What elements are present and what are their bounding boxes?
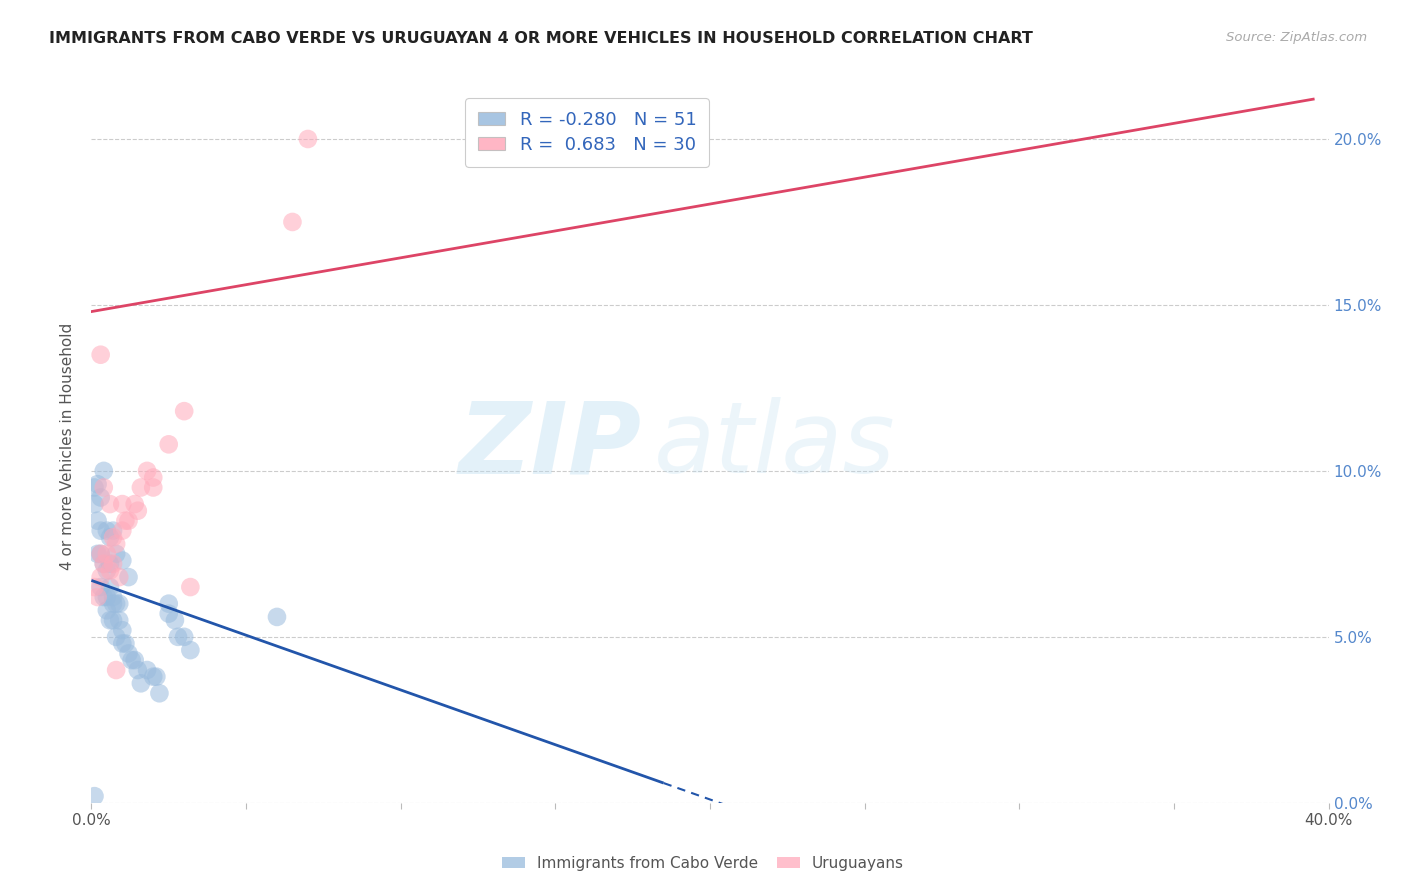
Text: IMMIGRANTS FROM CABO VERDE VS URUGUAYAN 4 OR MORE VEHICLES IN HOUSEHOLD CORRELAT: IMMIGRANTS FROM CABO VERDE VS URUGUAYAN … [49, 31, 1033, 46]
Point [167, 630, 190, 644]
Point [111, 624, 134, 638]
Point [114, 636, 136, 650]
Point [179, 580, 201, 594]
Point [90, 570, 112, 584]
Point [157, 607, 180, 621]
Point [117, 514, 139, 528]
Point [96, 603, 118, 617]
Point [142, 670, 165, 684]
Point [111, 553, 134, 567]
Point [157, 597, 180, 611]
Point [93, 481, 115, 495]
Point [90, 547, 112, 561]
Point [136, 663, 159, 677]
Point [98, 530, 121, 544]
Point [101, 590, 124, 604]
Point [157, 437, 180, 451]
Point [83, 580, 105, 594]
Point [101, 597, 124, 611]
Point [179, 643, 201, 657]
Point [93, 557, 115, 571]
Legend: Immigrants from Cabo Verde, Uruguayans: Immigrants from Cabo Verde, Uruguayans [496, 850, 910, 877]
Point [173, 404, 195, 418]
Point [111, 497, 134, 511]
Point [114, 514, 136, 528]
Point [108, 597, 131, 611]
Point [90, 491, 112, 505]
Point [127, 663, 149, 677]
Point [96, 524, 118, 538]
Point [266, 610, 288, 624]
Point [111, 636, 134, 650]
Point [117, 647, 139, 661]
Point [129, 481, 152, 495]
Point [142, 470, 165, 484]
Point [98, 613, 121, 627]
Point [117, 570, 139, 584]
Point [93, 590, 115, 604]
Point [101, 613, 124, 627]
Point [83, 481, 105, 495]
Point [96, 564, 118, 578]
Point [129, 676, 152, 690]
Point [127, 504, 149, 518]
Point [101, 557, 124, 571]
Y-axis label: 4 or more Vehicles in Household: 4 or more Vehicles in Household [60, 322, 76, 570]
Point [101, 524, 124, 538]
Legend: R = -0.280   N = 51, R =  0.683   N = 30: R = -0.280 N = 51, R = 0.683 N = 30 [465, 98, 709, 167]
Point [105, 663, 128, 677]
Point [108, 570, 131, 584]
Point [83, 789, 105, 804]
Point [90, 580, 112, 594]
Text: ZIP: ZIP [458, 398, 643, 494]
Point [163, 613, 186, 627]
Text: Source: ZipAtlas.com: Source: ZipAtlas.com [1226, 31, 1367, 45]
Point [148, 686, 170, 700]
Point [96, 547, 118, 561]
Point [124, 653, 146, 667]
Point [121, 653, 143, 667]
Point [98, 564, 121, 578]
Point [111, 524, 134, 538]
Point [83, 497, 105, 511]
Point [281, 215, 304, 229]
Point [297, 132, 319, 146]
Point [96, 590, 118, 604]
Point [108, 613, 131, 627]
Point [105, 547, 128, 561]
Point [124, 497, 146, 511]
Point [86, 477, 108, 491]
Point [173, 630, 195, 644]
Point [90, 348, 112, 362]
Point [86, 514, 108, 528]
Point [101, 530, 124, 544]
Text: atlas: atlas [654, 398, 896, 494]
Point [105, 537, 128, 551]
Point [145, 670, 167, 684]
Point [86, 547, 108, 561]
Point [93, 464, 115, 478]
Point [86, 590, 108, 604]
Point [136, 464, 159, 478]
Point [98, 497, 121, 511]
Point [90, 547, 112, 561]
Point [93, 557, 115, 571]
Point [98, 557, 121, 571]
Point [105, 597, 128, 611]
Point [90, 524, 112, 538]
Point [142, 481, 165, 495]
Point [105, 630, 128, 644]
Point [98, 580, 121, 594]
